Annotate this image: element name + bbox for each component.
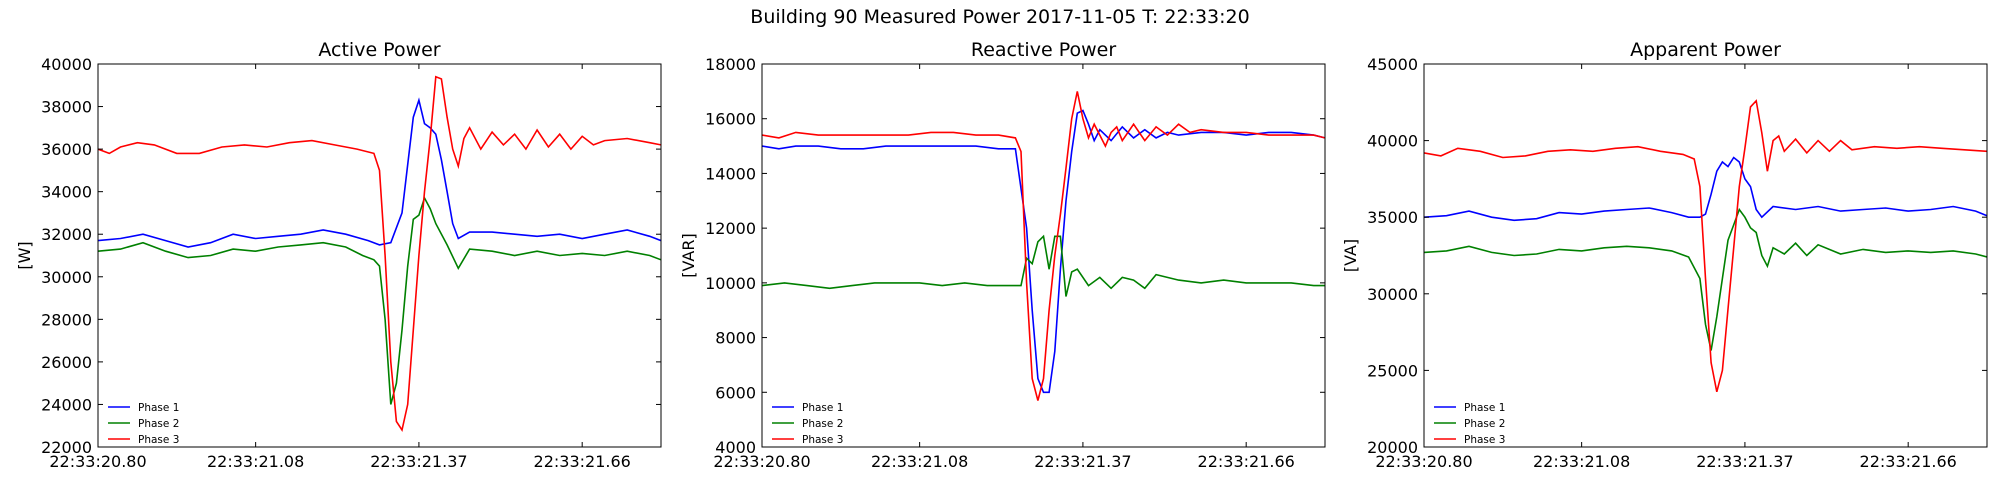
y-tick-label: 38000 — [41, 98, 92, 117]
x-tick-label: 22:33:20.80 — [1375, 452, 1472, 471]
plot-frame — [1423, 63, 1988, 448]
y-tick-label: 20000 — [1367, 438, 1418, 457]
chart-title: Reactive Power — [971, 39, 1116, 61]
x-tick-label: 22:33:20.80 — [713, 452, 810, 471]
y-tick-label: 40000 — [41, 55, 92, 74]
y-axis-label: [VAR] — [679, 233, 698, 277]
y-tick-label: 22000 — [41, 438, 92, 457]
series-group — [762, 91, 1325, 401]
y-tick-label: 30000 — [41, 268, 92, 287]
chart-panel-2: Reactive Power [VAR] 4000 6000 8000 10000 1200… — [679, 39, 1326, 471]
y-tick-label: 14000 — [705, 164, 756, 183]
series-line-phase-1 — [98, 97, 661, 248]
legend: Phase 1 Phase 2 Phase 3 — [772, 402, 843, 446]
x-tick-label: 22:33:21.66 — [1198, 452, 1295, 471]
y-tick-label: 36000 — [41, 140, 92, 159]
x-tick-label: 22:33:20.80 — [49, 452, 146, 471]
x-tick-label: 22:33:21.66 — [534, 452, 631, 471]
y-axis-label: [VA] — [1341, 239, 1360, 272]
y-tick-label: 10000 — [705, 274, 756, 293]
legend: Phase 1 Phase 2 Phase 3 — [1434, 402, 1505, 446]
chart-title: Active Power — [318, 39, 440, 61]
legend-label: Phase 2 — [138, 418, 179, 430]
y-tick-label: 8000 — [715, 329, 756, 348]
y-tick-label: 35000 — [1367, 208, 1418, 227]
series-line-phase-1 — [762, 109, 1325, 394]
legend-label: Phase 3 — [138, 434, 179, 446]
y-tick-label: 30000 — [1367, 285, 1418, 304]
x-tick-label: 22:33:21.08 — [1533, 452, 1630, 471]
series-line-phase-3 — [762, 91, 1325, 401]
y-tick-label: 25000 — [1367, 361, 1418, 380]
legend-label: Phase 1 — [1464, 402, 1505, 414]
y-tick-label: 16000 — [705, 110, 756, 129]
y-axis-label: [W] — [15, 241, 34, 269]
y-tick-label: 32000 — [41, 225, 92, 244]
y-tick-label: 34000 — [41, 183, 92, 202]
y-tick-label: 12000 — [705, 219, 756, 238]
y-tick-label: 28000 — [41, 310, 92, 329]
y-tick-label: 40000 — [1367, 132, 1418, 151]
plot-frame — [761, 63, 1326, 448]
y-tick-label: 18000 — [705, 55, 756, 74]
legend-label: Phase 2 — [802, 418, 843, 430]
legend-label: Phase 1 — [138, 402, 179, 414]
series-group — [98, 75, 661, 433]
series-line-phase-1 — [1424, 156, 1987, 222]
series-line-phase-2 — [98, 195, 661, 405]
x-tick-label: 22:33:21.37 — [1696, 452, 1793, 471]
x-tick-label: 22:33:21.37 — [1034, 452, 1131, 471]
legend-label: Phase 3 — [1464, 434, 1505, 446]
series-line-phase-3 — [1424, 99, 1987, 393]
legend-label: Phase 3 — [802, 434, 843, 446]
legend-label: Phase 2 — [1464, 418, 1505, 430]
figure-title: Building 90 Measured Power 2017-11-05 T:… — [750, 6, 1250, 28]
x-tick-label: 22:33:21.66 — [1860, 452, 1957, 471]
legend-label: Phase 1 — [802, 402, 843, 414]
y-tick-label: 24000 — [41, 395, 92, 414]
series-line-phase-2 — [1424, 207, 1987, 351]
y-tick-label: 4000 — [715, 438, 756, 457]
series-group — [1424, 99, 1987, 393]
y-tick-label: 45000 — [1367, 55, 1418, 74]
chart-title: Apparent Power — [1630, 39, 1781, 61]
chart-panel-3: Apparent Power [VA] 20000 25000 30000 35000 40… — [1341, 39, 1988, 471]
series-line-phase-3 — [98, 75, 661, 433]
x-tick-label: 22:33:21.08 — [871, 452, 968, 471]
plot-frame — [97, 63, 662, 448]
y-tick-label: 26000 — [41, 353, 92, 372]
y-tick-label: 6000 — [715, 383, 756, 402]
series-line-phase-2 — [762, 234, 1325, 297]
chart-panel-1: Active Power [W] 22000 24000 26000 28000 30000… — [15, 39, 662, 471]
legend: Phase 1 Phase 2 Phase 3 — [108, 402, 179, 446]
x-tick-label: 22:33:21.37 — [370, 452, 467, 471]
x-tick-label: 22:33:21.08 — [207, 452, 304, 471]
